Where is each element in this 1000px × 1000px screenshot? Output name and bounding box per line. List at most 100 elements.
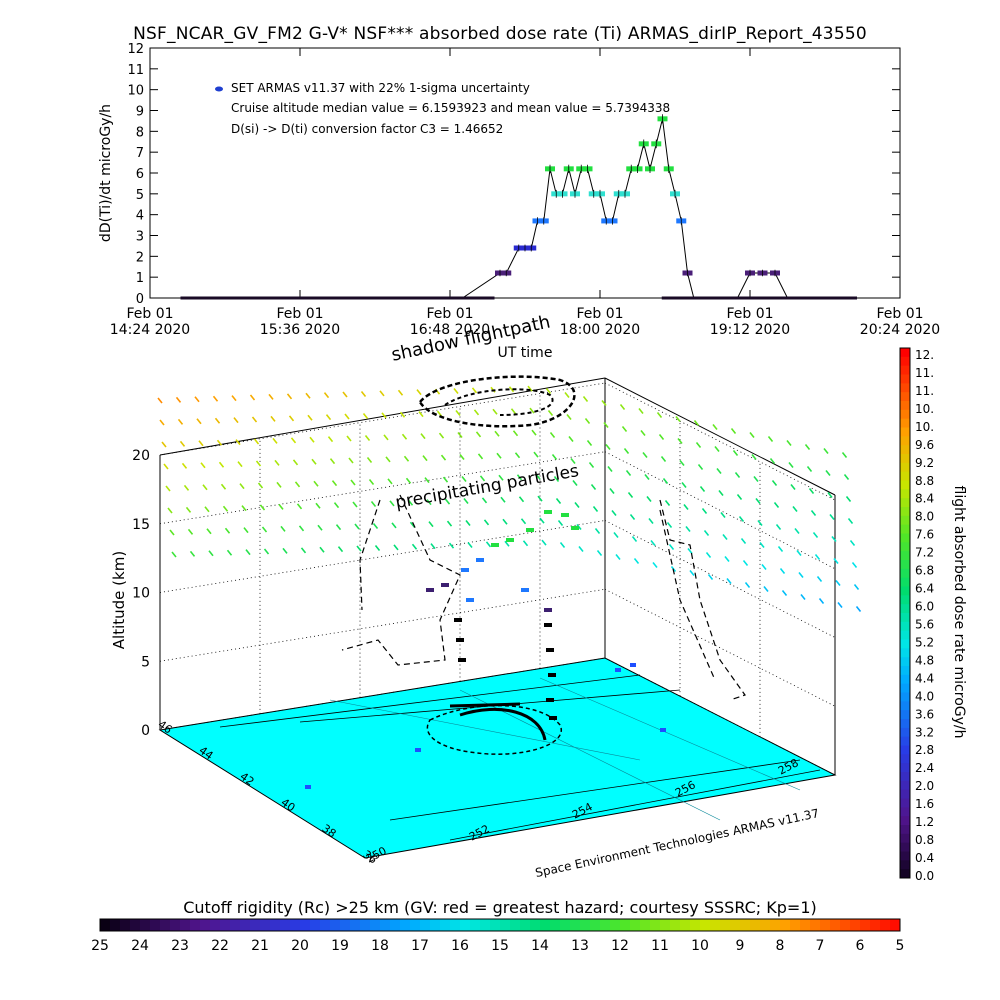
particle-mark <box>282 547 288 554</box>
particle-mark <box>638 408 644 414</box>
legend-marker <box>215 86 223 92</box>
altitude-grid-line <box>159 520 606 593</box>
colorbar-right-segment <box>900 780 910 791</box>
colorbar-right-segment <box>900 719 910 729</box>
colorbar-right-segment <box>900 392 910 402</box>
data-point <box>430 296 495 300</box>
colorbar-bottom-segment <box>330 919 341 931</box>
particle-mark <box>816 576 823 582</box>
particle-mark <box>656 412 663 418</box>
particle-mark <box>668 544 675 550</box>
colorbar-bottom-segment <box>700 919 711 931</box>
colorbar-bottom-segment <box>530 919 541 931</box>
colorbar-bottom-tick-label: 18 <box>371 938 389 954</box>
colorbar-right-tick-label: 0.8 <box>915 833 934 847</box>
flightpath-point <box>461 568 469 572</box>
particle-mark <box>315 502 321 509</box>
flightpath-point <box>441 583 449 587</box>
particle-mark <box>492 408 498 415</box>
colorbar-bottom-segment <box>200 919 211 931</box>
colorbar-right-tick-label: 8.0 <box>915 510 934 524</box>
particle-mark <box>790 484 796 490</box>
particle-mark <box>483 519 490 526</box>
flightpath-point <box>491 543 499 547</box>
particle-mark <box>270 415 276 422</box>
particle-mark <box>607 466 613 472</box>
colorbar-right-segment <box>900 445 910 455</box>
particle-mark <box>516 474 523 481</box>
shadow-flightpath-top <box>444 388 554 416</box>
particle-mark <box>773 502 780 508</box>
particle-mark <box>185 506 192 513</box>
flightpath-point <box>476 558 484 562</box>
particle-mark <box>317 524 323 531</box>
y-tick-label: 3 <box>136 230 144 245</box>
y-tick-label: 4 <box>136 209 144 224</box>
colorbar-bottom-segment <box>710 919 721 931</box>
colorbar-right-segment <box>900 833 910 844</box>
particle-mark <box>409 521 416 528</box>
colorbar-right-tick-label: 6.8 <box>915 564 934 578</box>
particle-mark <box>664 500 671 506</box>
x-tick-label: 16:48 2020 <box>410 322 490 338</box>
colorbar-bottom-label: Cutoff rigidity (Rc) >25 km (GV: red = g… <box>183 898 817 917</box>
x-tick-label: Feb 01 <box>426 306 473 322</box>
particle-mark <box>769 458 776 464</box>
particle-mark <box>309 436 315 443</box>
particle-mark <box>712 424 718 430</box>
particle-mark <box>716 468 722 474</box>
particle-mark <box>693 420 700 426</box>
particle-mark <box>477 453 484 460</box>
colorbar-right-segment <box>900 789 910 799</box>
particle-mark <box>438 432 445 439</box>
particle-mark <box>570 458 576 464</box>
colorbar-right-segment <box>900 480 910 490</box>
particle-mark <box>685 526 691 532</box>
colorbar-bottom-segment <box>360 919 371 931</box>
colorbar-bottom-segment <box>430 919 441 931</box>
particle-mark <box>502 518 508 525</box>
particle-mark <box>422 455 428 462</box>
colorbar-right-tick-label: 8.8 <box>915 474 934 488</box>
particle-mark <box>206 528 212 535</box>
colorbar-right-segment <box>900 401 910 411</box>
colorbar-bottom-segment <box>250 919 261 931</box>
colorbar-bottom-segment <box>880 919 891 931</box>
particle-mark <box>749 432 755 438</box>
particle-mark <box>169 529 175 536</box>
particle-mark <box>245 549 251 556</box>
particle-mark <box>329 458 336 465</box>
particle-mark <box>196 418 202 425</box>
colorbar-bottom-segment <box>740 919 751 931</box>
particle-mark <box>296 503 303 510</box>
x-tick-label: 15:36 2020 <box>260 322 340 338</box>
colorbar-right-tick-label: 2.4 <box>915 761 934 775</box>
particle-mark <box>718 490 724 496</box>
particle-mark <box>794 528 800 534</box>
particle-mark <box>479 475 486 482</box>
particle-mark <box>847 518 854 524</box>
particle-mark <box>405 477 412 484</box>
colorbar-right-segment <box>900 533 910 543</box>
particle-mark <box>436 410 443 417</box>
colorbar-bottom-segment <box>320 919 331 931</box>
particle-mark <box>831 536 837 542</box>
particle-mark <box>771 480 778 486</box>
particle-mark <box>596 550 603 556</box>
particle-mark <box>658 434 665 440</box>
particle-mark <box>732 450 739 456</box>
particle-mark <box>529 407 535 414</box>
particle-mark <box>535 473 541 480</box>
particle-mark <box>220 483 227 490</box>
particle-mark <box>167 507 173 514</box>
particle-mark <box>547 410 554 416</box>
particle-mark <box>194 396 200 403</box>
particle-mark <box>751 454 757 460</box>
colorbar-bottom-segment <box>380 919 391 931</box>
particle-mark <box>564 392 570 398</box>
particle-mark <box>705 552 712 558</box>
particle-mark <box>679 460 685 466</box>
particle-mark <box>843 474 850 480</box>
colorbar-bottom-tick-label: 14 <box>531 938 549 954</box>
particle-mark <box>666 522 673 528</box>
